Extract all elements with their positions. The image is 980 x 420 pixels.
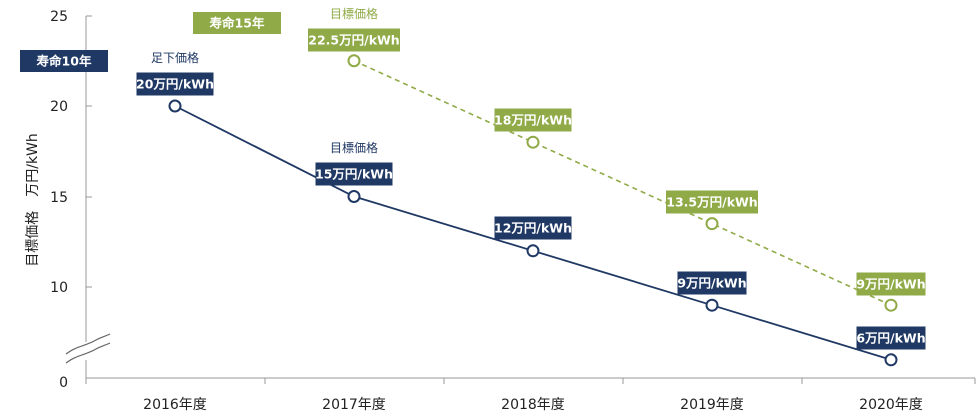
- data-label: 18万円/kWh: [494, 113, 572, 128]
- y-tick-label: 10: [50, 280, 68, 296]
- y-tick-label: 25: [50, 9, 68, 25]
- annotation: 目標価格: [330, 140, 378, 155]
- data-label: 9万円/kWh: [856, 277, 925, 292]
- y-tick-label: 15: [50, 190, 68, 206]
- x-tick-label: 2017年度: [322, 397, 386, 413]
- data-point: [884, 353, 898, 367]
- annotation: 目標価格: [330, 6, 378, 21]
- data-label: 12万円/kWh: [494, 221, 572, 236]
- data-point: [526, 244, 540, 258]
- y-tick-label: 0: [59, 375, 68, 391]
- series-line: [353, 60, 892, 306]
- data-label: 6万円/kWh: [856, 331, 925, 346]
- data-label-bg: [494, 108, 572, 132]
- data-point: [347, 190, 361, 203]
- x-tick-label: 2018年度: [501, 397, 565, 413]
- x-tick-label: 2016年度: [143, 397, 207, 413]
- data-label-bg: [856, 272, 926, 296]
- data-label: 9万円/kWh: [677, 276, 746, 291]
- y-axis-label: 目標価格 万円/kWh: [25, 133, 41, 267]
- legend-green-label: 寿命15年: [210, 16, 265, 31]
- data-label-bg: [666, 190, 758, 214]
- x-tick-label: 2019年度: [680, 397, 744, 413]
- axis-break-mark: [65, 333, 111, 355]
- legend-navy-label: 寿命10年: [37, 54, 92, 69]
- data-label-bg: [494, 216, 572, 240]
- y-tick-label: 20: [50, 99, 68, 115]
- data-label: 20万円/kWh: [136, 77, 214, 92]
- data-point: [705, 217, 719, 231]
- legend-navy-bg: [20, 50, 108, 72]
- data-label-bg: [315, 162, 393, 186]
- data-point: [705, 298, 719, 312]
- data-point: [526, 135, 540, 149]
- data-point: [347, 54, 361, 68]
- data-label: 15万円/kWh: [315, 167, 393, 182]
- data-label-bg: [856, 326, 926, 350]
- annotation: 足下価格: [151, 50, 199, 65]
- data-point: [168, 99, 182, 113]
- data-point: [884, 298, 898, 312]
- data-label-bg: [308, 28, 400, 52]
- legend-green-bg: [193, 12, 281, 34]
- axis-break-mark: [65, 342, 111, 364]
- data-label: 22.5万円/kWh: [308, 33, 399, 48]
- x-tick-label: 2020年度: [859, 397, 923, 413]
- data-label-bg: [677, 271, 747, 295]
- data-label-bg: [136, 72, 214, 96]
- data-label: 13.5万円/kWh: [666, 195, 757, 210]
